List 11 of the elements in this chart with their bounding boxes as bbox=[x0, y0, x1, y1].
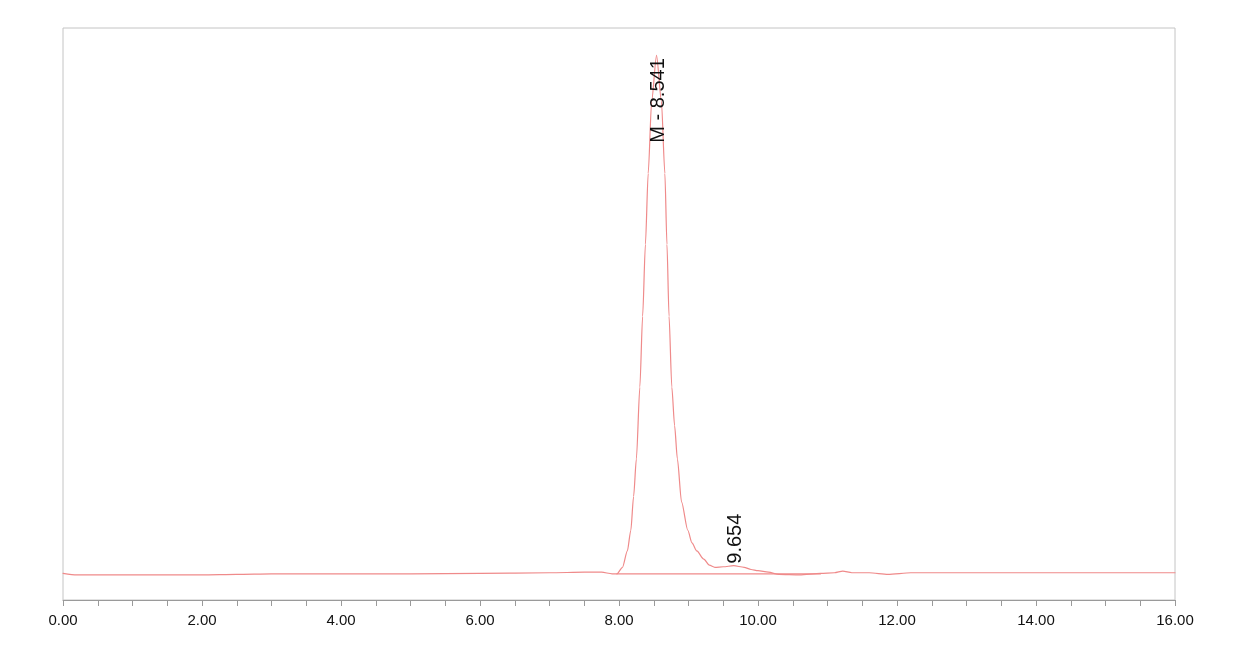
x-tick-label: 4.00 bbox=[326, 611, 356, 628]
annotation: 9.654 bbox=[722, 513, 745, 564]
x-tick-label: 14.00 bbox=[1017, 611, 1055, 628]
x-tick-label: 2.00 bbox=[187, 611, 217, 628]
x-tick-label: 0.00 bbox=[48, 611, 78, 628]
x-tick-label: 12.00 bbox=[878, 611, 916, 628]
annotation: M - 8.541 bbox=[645, 58, 668, 143]
x-tick-label: 8.00 bbox=[604, 611, 634, 628]
x-tick-label: 6.00 bbox=[465, 611, 495, 628]
x-tick-label: 10.00 bbox=[739, 611, 777, 628]
x-tick-label: 16.00 bbox=[1156, 611, 1194, 628]
